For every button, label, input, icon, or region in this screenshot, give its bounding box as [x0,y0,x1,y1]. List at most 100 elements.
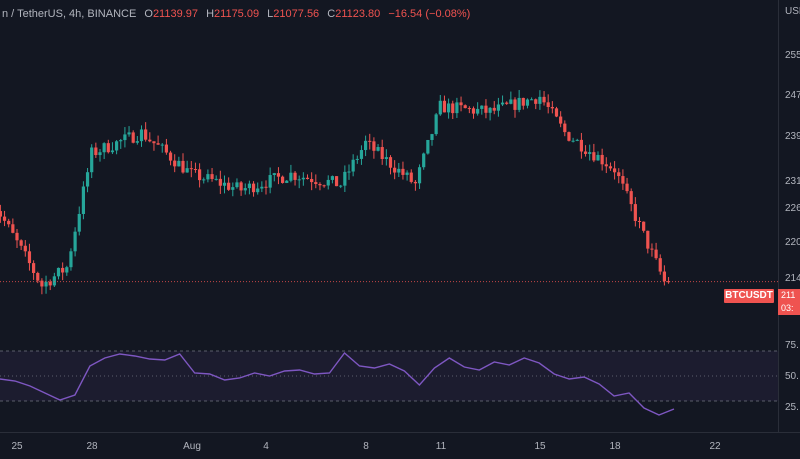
candle-body [326,179,330,186]
candle-body [542,96,546,103]
candle-body [521,97,525,106]
candle-body [351,159,355,172]
candle-body [650,248,654,250]
price-axis[interactable]: USD 255 247 239 231 226 220 214 75. 50. … [778,0,800,432]
candle-body [164,144,168,153]
candle-body [426,139,430,154]
candle-body [554,108,559,117]
candle-body [658,258,662,272]
candle-body [434,114,438,135]
candle-body [617,172,621,177]
candle-body [451,103,455,114]
high-label: H [206,8,215,20]
date-tick: 11 [435,441,447,452]
candle-body [73,231,77,252]
close-value: 21123.80 [335,8,381,20]
candle-body [148,139,152,142]
candle-body [61,267,65,273]
candle-body [0,211,2,217]
candle-body [239,182,243,191]
candle-body [123,134,127,141]
candle-body [185,168,189,173]
candle-body [243,188,247,191]
candle-body [27,251,32,264]
candlestick-chart[interactable] [0,0,778,432]
date-tick: 8 [363,441,369,452]
candle-body [23,245,27,252]
price-tick: 255 [785,50,800,61]
candle-body [310,178,314,183]
candle-body [455,102,459,114]
candle-body [592,152,596,161]
candle-body [48,281,52,286]
price-chart[interactable]: n / TetherUS, 4h, BINANCE O21139.97 H211… [0,0,778,432]
candle-body [318,184,322,186]
candle-body [106,143,110,153]
candle-body [173,160,177,167]
date-tick: Aug [183,441,201,452]
candle-body [177,160,181,167]
candle-body [98,152,102,156]
candle-body [214,178,218,180]
candle-body [231,187,235,190]
candle-body [525,99,530,106]
candle-body [32,263,36,273]
candle-body [530,99,534,101]
candle-body [467,108,471,110]
candle-body [563,123,567,133]
candle-body [139,129,144,142]
date-tick: 25 [11,441,23,452]
open-label: O [144,8,153,20]
candle-body [305,177,310,179]
candle-body [534,99,538,104]
candle-body [135,141,139,143]
candle-body [413,181,417,184]
price-tick: 226 [785,203,800,214]
candle-body [546,102,550,107]
rsi-tick: 25. [785,402,799,413]
candle-body [509,99,513,104]
bar-countdown: 03: [781,303,794,313]
candle-body [206,174,210,180]
candle-body [368,140,372,142]
candle-body [633,204,637,221]
candle-body [604,164,608,167]
candle-body [347,171,351,173]
rsi-line [0,351,675,416]
candle-body [364,140,368,151]
candle-body [642,221,646,231]
candle-body [330,176,334,180]
candle-body [15,232,19,241]
date-tick: 15 [534,441,546,452]
current-price: 211 [781,290,796,300]
time-axis[interactable]: 25 28 Aug 4 8 11 15 18 22 [0,432,800,459]
candle-body [168,152,173,161]
candle-body [85,172,90,187]
date-tick: 28 [86,441,98,452]
candle-body [393,167,397,173]
candle-body [293,172,297,180]
candle-body [276,173,281,177]
candle-body [417,167,422,184]
candle-body [600,154,604,165]
candle-body [19,240,23,246]
candle-body [579,139,583,152]
candle-body [438,100,442,115]
candle-body [442,100,447,113]
date-tick: 4 [263,441,269,452]
candle-body [608,166,613,169]
candle-body [156,143,160,145]
rsi-tick: 75. [785,340,799,351]
candle-body [666,281,671,283]
candle-body [127,132,131,135]
candle-body [189,168,193,170]
date-tick: 18 [609,441,621,452]
candle-body [422,153,426,168]
candle-body [343,171,347,186]
candle-body [492,107,496,111]
candle-body [459,102,463,106]
candle-body [2,216,7,221]
price-tick: 214 [785,273,800,284]
candle-body [90,147,94,173]
candle-body [471,108,476,114]
